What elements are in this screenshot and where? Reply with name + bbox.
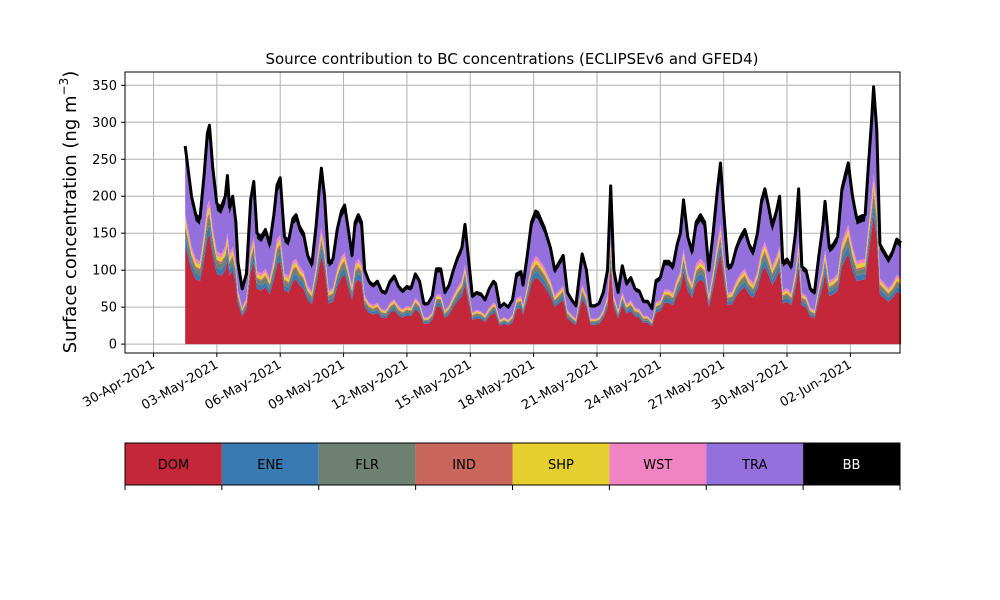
legend-swatch-shp	[512, 443, 610, 485]
area-dom	[185, 215, 902, 345]
y-tick-label: 300	[92, 116, 117, 131]
legend-label-flr: FLR	[355, 458, 379, 473]
axes-frame	[124, 71, 901, 354]
y-tick-label: 250	[92, 153, 117, 168]
chart-title: Source contribution to BC concentrations…	[265, 50, 758, 68]
legend-swatch-bb	[803, 443, 900, 485]
legend-swatch-wst	[609, 443, 707, 485]
y-axis-label-close: )	[60, 71, 81, 78]
y-axis-label: Surface concentration (ng m−3)	[57, 71, 81, 354]
legend-label-ind: IND	[452, 458, 476, 473]
legend-label-bb: BB	[843, 458, 861, 473]
legend-label-wst: WST	[643, 458, 672, 473]
legend-swatch-flr	[318, 443, 416, 485]
legend-swatch-tra	[706, 443, 804, 485]
y-tick-label: 200	[92, 190, 117, 205]
legend-swatch-dom	[125, 443, 222, 485]
y-tick-label: 350	[92, 79, 117, 94]
legend-swatch-ene	[221, 443, 319, 485]
y-tick-label: 50	[100, 301, 117, 316]
legend-label-shp: SHP	[548, 458, 574, 473]
legend-label-ene: ENE	[257, 458, 283, 473]
y-axis-label-main: Surface concentration (ng m	[60, 95, 81, 353]
legend-label-dom: DOM	[158, 458, 189, 473]
legend-label-tra: TRA	[741, 458, 767, 473]
total-outline	[183, 85, 903, 311]
stacked-areas	[183, 85, 903, 345]
y-tick-label: 150	[92, 227, 117, 242]
y-tick-label: 0	[109, 338, 117, 353]
legend: DOM ENE FLR IND SHP WST TRA BB	[124, 442, 901, 490]
legend-swatch-ind	[415, 443, 513, 485]
y-axis-label-exponent: −3	[57, 78, 71, 96]
y-tick-label: 100	[92, 264, 117, 279]
